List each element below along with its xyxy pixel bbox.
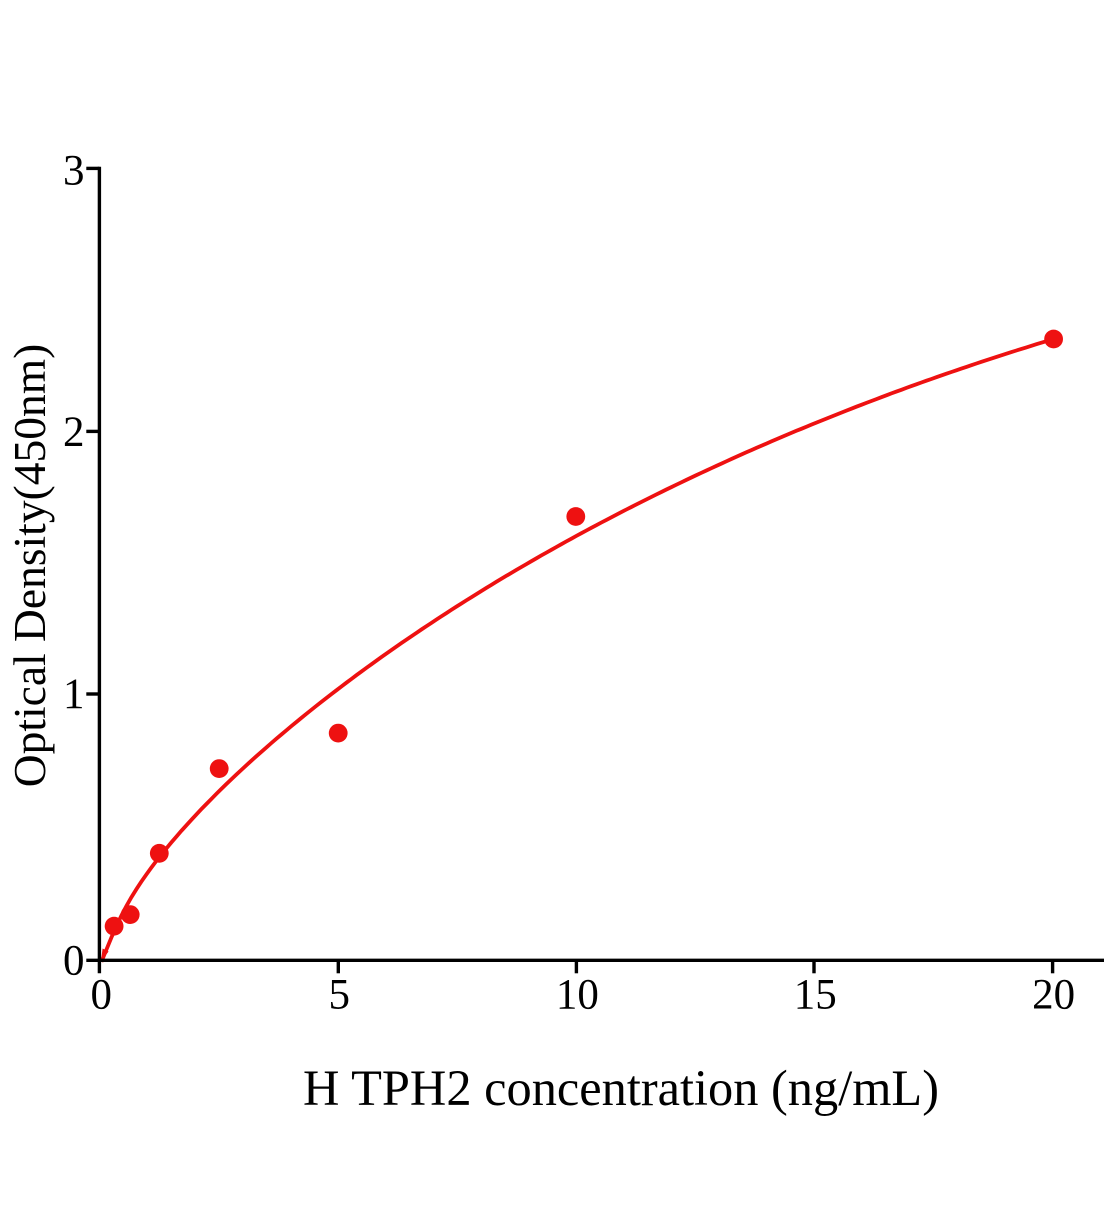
svg-text:20: 20 [1032,972,1075,1019]
svg-text:1: 1 [63,671,85,718]
svg-text:15: 15 [794,972,837,1019]
svg-text:5: 5 [329,972,351,1019]
svg-text:H TPH2 concentration (ng/mL): H TPH2 concentration (ng/mL) [303,1060,939,1116]
svg-text:Optical Density(450nm): Optical Density(450nm) [4,344,55,788]
svg-text:0: 0 [91,972,113,1019]
svg-text:0: 0 [63,938,85,985]
svg-text:3: 3 [63,148,85,195]
svg-text:2: 2 [63,409,85,456]
svg-text:10: 10 [556,972,599,1019]
